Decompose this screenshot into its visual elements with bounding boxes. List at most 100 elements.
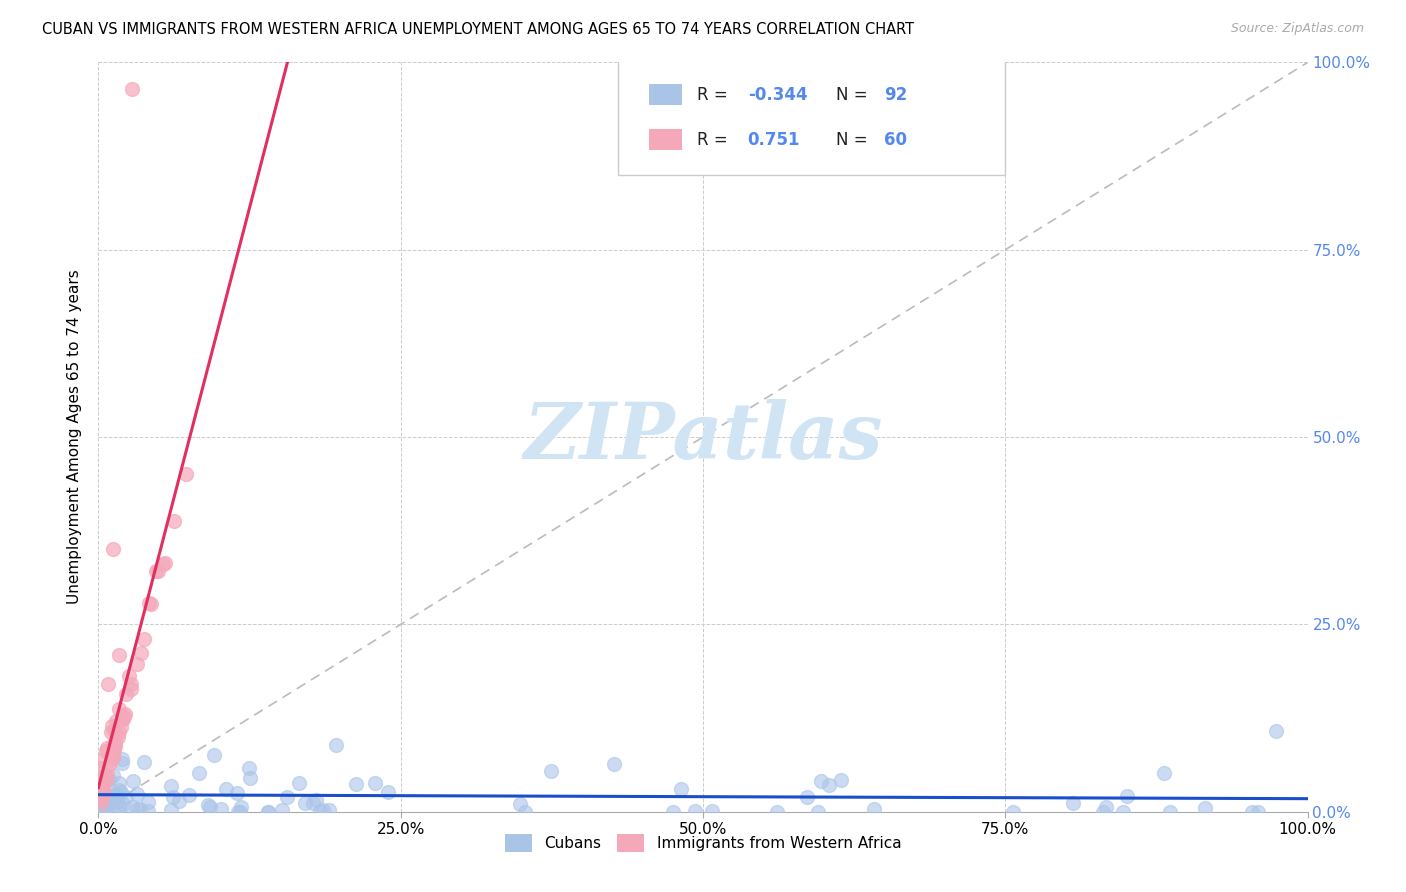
Point	[702, 805, 724, 819]
Point	[1001, 805, 1024, 819]
Point	[108, 776, 131, 790]
Point	[662, 805, 685, 819]
Point	[120, 682, 142, 697]
Point	[111, 752, 134, 766]
Point	[127, 787, 149, 801]
Point	[796, 790, 818, 805]
Point	[100, 724, 122, 739]
Point	[257, 805, 280, 819]
Point	[669, 782, 692, 797]
Point	[89, 780, 111, 795]
Point	[301, 797, 323, 811]
Point	[108, 798, 131, 813]
Point	[160, 803, 183, 817]
Point	[305, 793, 328, 807]
Point	[160, 779, 183, 793]
Point	[101, 750, 124, 764]
Point	[96, 772, 118, 786]
Point	[152, 558, 174, 572]
Point	[288, 775, 311, 789]
Point	[155, 556, 177, 570]
Text: Source: ZipAtlas.com: Source: ZipAtlas.com	[1230, 22, 1364, 36]
Point	[311, 803, 333, 817]
Point	[1092, 805, 1115, 819]
Point	[830, 772, 852, 787]
Point	[238, 761, 260, 775]
Point	[513, 805, 536, 819]
Point	[104, 734, 127, 748]
Point	[202, 748, 225, 763]
Point	[136, 795, 159, 809]
Point	[90, 791, 112, 805]
Point	[112, 709, 135, 723]
Point	[107, 725, 129, 739]
Point	[89, 791, 111, 805]
Point	[101, 749, 124, 764]
FancyBboxPatch shape	[648, 84, 682, 105]
Point	[129, 802, 152, 816]
Text: 92: 92	[884, 86, 908, 103]
Point	[132, 632, 155, 647]
Point	[90, 798, 112, 813]
Point	[344, 777, 367, 791]
Point	[93, 768, 115, 782]
Text: ZIPatlas: ZIPatlas	[523, 399, 883, 475]
Point	[818, 778, 841, 792]
Point	[118, 669, 141, 683]
Text: N =: N =	[837, 86, 873, 103]
Point	[270, 803, 292, 817]
Point	[111, 756, 134, 771]
Point	[91, 800, 114, 814]
Point	[94, 769, 117, 783]
Point	[100, 753, 122, 767]
Point	[104, 739, 127, 754]
Point	[104, 788, 127, 802]
Point	[89, 761, 111, 775]
Legend: Cubans, Immigrants from Western Africa: Cubans, Immigrants from Western Africa	[499, 828, 907, 858]
Point	[197, 798, 219, 813]
Point	[146, 564, 169, 578]
Point	[363, 776, 385, 790]
Point	[114, 707, 136, 722]
Point	[105, 795, 128, 809]
Point	[96, 744, 118, 758]
Point	[276, 789, 298, 804]
Point	[105, 714, 128, 728]
Point	[110, 720, 132, 734]
Point	[863, 802, 886, 816]
Point	[112, 712, 135, 726]
Point	[108, 648, 131, 663]
Point	[90, 772, 112, 786]
Text: N =: N =	[837, 130, 873, 149]
Point	[108, 701, 131, 715]
Point	[100, 746, 122, 760]
Point	[115, 790, 138, 805]
Point	[139, 597, 162, 611]
Point	[94, 805, 117, 819]
Point	[318, 804, 340, 818]
Point	[97, 797, 120, 811]
Point	[1112, 805, 1135, 819]
Point	[509, 797, 531, 812]
Point	[257, 805, 280, 819]
Point	[1264, 723, 1286, 738]
Point	[89, 784, 111, 798]
FancyBboxPatch shape	[648, 129, 682, 150]
Text: 0.751: 0.751	[748, 130, 800, 149]
Point	[97, 758, 120, 772]
Point	[603, 756, 626, 771]
Point	[107, 789, 129, 803]
Point	[93, 785, 115, 799]
Point	[198, 799, 221, 814]
Point	[97, 772, 120, 787]
Point	[226, 805, 249, 819]
Point	[121, 800, 143, 814]
Point	[1095, 800, 1118, 814]
Point	[377, 785, 399, 799]
Point	[91, 788, 114, 802]
Point	[97, 677, 120, 691]
Point	[100, 719, 122, 733]
Point	[91, 781, 114, 796]
Point	[112, 711, 135, 725]
Point	[91, 788, 114, 802]
